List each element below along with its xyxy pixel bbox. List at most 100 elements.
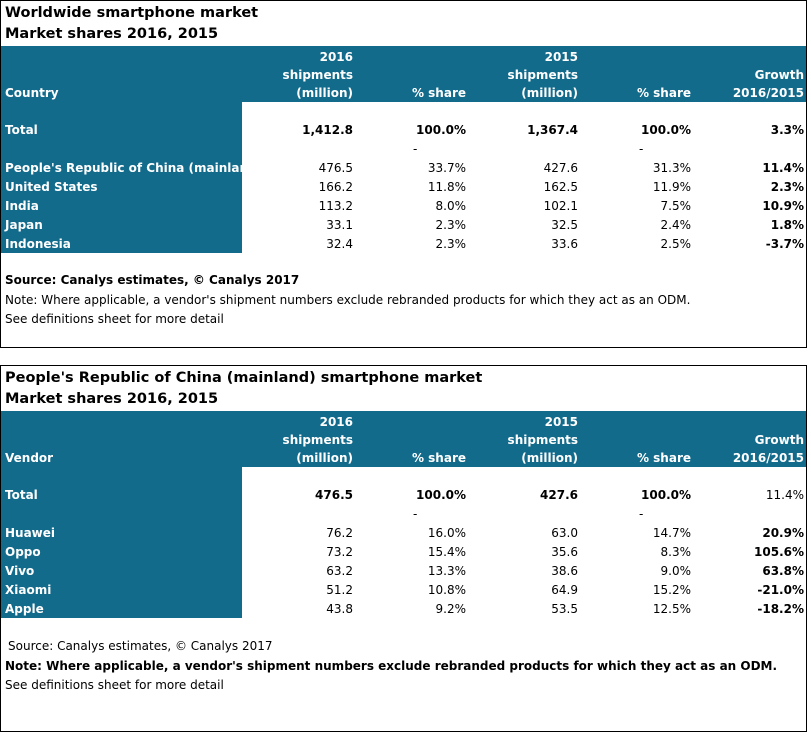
cell-growth: 11.4%	[765, 488, 804, 502]
header-share-2015: % share	[636, 451, 691, 465]
panel-title: Worldwide smartphone market	[5, 5, 259, 21]
cell-share-2016: 2.3%	[435, 237, 467, 251]
cell-shipments-2016: 76.2	[326, 526, 353, 540]
cell-share-2016: 9.2%	[435, 602, 467, 616]
cell-share-2016: 8.0%	[435, 199, 467, 213]
header-growth-line2: 2016/2015	[732, 86, 804, 100]
cell-growth: 20.9%	[762, 526, 804, 540]
cell-shipments-2015: 1,367.4	[527, 123, 578, 137]
cell-share-2016: 15.4%	[427, 545, 466, 559]
header-growth-line2: 2016/2015	[732, 451, 804, 465]
row-label: Japan	[5, 218, 43, 232]
cell-shipments-2015: 35.6	[551, 545, 578, 559]
definitions-note: See definitions sheet for more detail	[5, 312, 224, 326]
cell-shipments-2016: 32.4	[326, 237, 353, 251]
cell-growth: 11.4%	[762, 161, 804, 175]
cell-growth: 2.3%	[770, 180, 804, 194]
cell-share-2015: 100.0%	[641, 488, 691, 502]
cell-growth: 63.8%	[762, 564, 804, 578]
cell-shipments-2015: 38.6	[551, 564, 578, 578]
header-2015-line3: (million)	[521, 86, 578, 100]
header-2015-line2: shipments	[507, 68, 578, 82]
cell-share-2015: 31.3%	[652, 161, 691, 175]
header-growth-line1: Growth	[754, 433, 804, 447]
table-header: Country 2016 shipments (million) % share…	[1, 46, 806, 102]
cell-share-2016: 10.8%	[427, 583, 466, 597]
row-label: Huawei	[5, 526, 56, 540]
header-share-2015: % share	[636, 86, 691, 100]
row-label: Indonesia	[5, 237, 71, 251]
cell-share-2016: 13.3%	[427, 564, 466, 578]
cell-share-2015: 11.9%	[652, 180, 691, 194]
header-growth-line1: Growth	[754, 68, 804, 82]
cell-share-2015: 2.5%	[660, 237, 692, 251]
header-2015-line1: 2015	[544, 50, 578, 64]
cell-growth: 3.3%	[770, 123, 804, 137]
table-header: Vendor 2016 shipments (million) % share …	[1, 411, 806, 467]
cell-share-2015: 2.4%	[660, 218, 692, 232]
cell-share-2016: 33.7%	[427, 161, 466, 175]
cell-share-2015: 9.0%	[660, 564, 692, 578]
cell-shipments-2016: 63.2	[326, 564, 353, 578]
cell-shipments-2015: 63.0	[551, 526, 578, 540]
source-note: Source: Canalys estimates, © Canalys 201…	[8, 639, 273, 653]
worldwide-market-panel: Worldwide smartphone market Market share…	[0, 0, 807, 348]
cell-growth: 1.8%	[770, 218, 804, 232]
cell-shipments-2015: 162.5	[543, 180, 578, 194]
row-label-column	[1, 467, 242, 618]
cell-share-2015: 14.7%	[652, 526, 691, 540]
row-label: India	[5, 199, 39, 213]
dash-2015: -	[639, 507, 644, 521]
cell-shipments-2016: 1,412.8	[302, 123, 353, 137]
cell-share-2015: 8.3%	[660, 545, 692, 559]
panel-title: People's Republic of China (mainland) sm…	[5, 370, 483, 386]
row-label: Apple	[5, 602, 44, 616]
row-label: Xiaomi	[5, 583, 52, 597]
header-2015-line2: shipments	[507, 433, 578, 447]
dash-2016: -	[413, 507, 418, 521]
header-2016-line2: shipments	[282, 68, 353, 82]
cell-growth: -21.0%	[757, 583, 804, 597]
china-market-panel: People's Republic of China (mainland) sm…	[0, 365, 807, 732]
row-label: Oppo	[5, 545, 41, 559]
dash-2016: -	[413, 142, 418, 156]
header-2015-line3: (million)	[521, 451, 578, 465]
cell-share-2016: 100.0%	[416, 488, 466, 502]
source-note: Source: Canalys estimates, © Canalys 201…	[5, 273, 300, 287]
header-2016-line1: 2016	[319, 415, 353, 429]
header-country: Country	[5, 86, 59, 100]
cell-shipments-2015: 33.6	[551, 237, 578, 251]
cell-share-2015: 100.0%	[641, 123, 691, 137]
header-2016-line1: 2016	[319, 50, 353, 64]
cell-shipments-2015: 64.9	[551, 583, 578, 597]
header-vendor: Vendor	[5, 451, 54, 465]
odm-note: Note: Where applicable, a vendor's shipm…	[5, 659, 778, 673]
panel-subtitle: Market shares 2016, 2015	[5, 26, 219, 42]
cell-share-2015: 12.5%	[652, 602, 691, 616]
row-label: Total	[5, 488, 38, 502]
cell-growth: 10.9%	[762, 199, 804, 213]
cell-share-2015: 7.5%	[660, 199, 692, 213]
header-share-2016: % share	[411, 451, 466, 465]
header-2015-line1: 2015	[544, 415, 578, 429]
header-2016-line3: (million)	[296, 451, 353, 465]
cell-shipments-2015: 53.5	[551, 602, 578, 616]
cell-shipments-2016: 113.2	[318, 199, 353, 213]
cell-growth: -3.7%	[765, 237, 804, 251]
cell-shipments-2016: 43.8	[326, 602, 353, 616]
cell-shipments-2016: 33.1	[326, 218, 353, 232]
cell-share-2015: 15.2%	[652, 583, 691, 597]
dash-2015: -	[639, 142, 644, 156]
cell-shipments-2016: 476.5	[318, 161, 353, 175]
row-label: Vivo	[5, 564, 35, 578]
cell-shipments-2016: 166.2	[318, 180, 353, 194]
cell-growth: 105.6%	[754, 545, 804, 559]
row-label: United States	[5, 180, 98, 194]
cell-growth: -18.2%	[757, 602, 804, 616]
cell-shipments-2015: 427.6	[543, 161, 578, 175]
cell-shipments-2015: 427.6	[540, 488, 578, 502]
panel-subtitle: Market shares 2016, 2015	[5, 391, 219, 407]
header-2016-line3: (million)	[296, 86, 353, 100]
row-label: People's Republic of China (mainland)	[5, 161, 263, 175]
cell-share-2016: 100.0%	[416, 123, 466, 137]
